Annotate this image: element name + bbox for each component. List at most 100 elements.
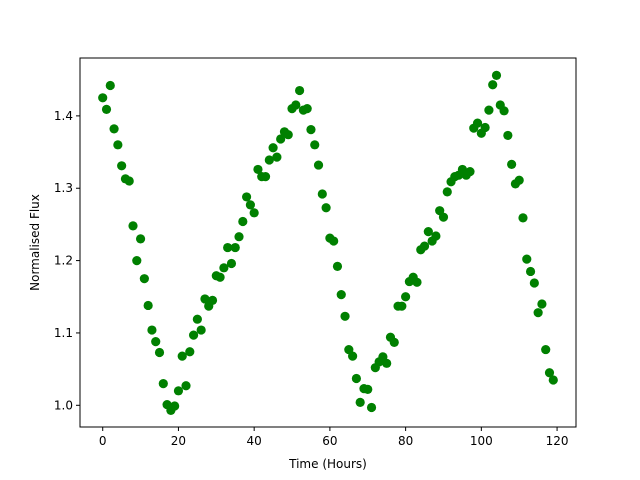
data-point bbox=[173, 386, 184, 396]
y-axis-label: Normalised Flux bbox=[28, 194, 42, 291]
data-point bbox=[310, 140, 320, 150]
data-point bbox=[340, 311, 350, 321]
data-point bbox=[101, 104, 112, 114]
y-tick-label: 1.1 bbox=[54, 326, 73, 340]
y-tick-label: 1.4 bbox=[54, 109, 73, 123]
data-point bbox=[147, 325, 157, 335]
data-point bbox=[321, 203, 331, 213]
data-point bbox=[185, 347, 195, 357]
data-point bbox=[276, 134, 286, 144]
data-point bbox=[507, 159, 517, 169]
data-point bbox=[488, 80, 498, 90]
x-tick-label: 20 bbox=[171, 434, 186, 448]
data-point bbox=[329, 236, 339, 246]
data-point bbox=[484, 105, 494, 115]
data-point bbox=[306, 125, 316, 135]
data-point bbox=[336, 289, 346, 300]
data-point bbox=[260, 172, 271, 182]
data-point bbox=[382, 358, 392, 368]
data-point bbox=[291, 100, 301, 110]
data-point bbox=[238, 216, 248, 227]
data-point bbox=[313, 160, 324, 170]
x-tick-label: 100 bbox=[470, 434, 493, 448]
data-point bbox=[332, 261, 343, 271]
data-point bbox=[128, 221, 138, 231]
x-tick-label: 40 bbox=[247, 434, 262, 448]
data-point bbox=[518, 213, 528, 223]
data-point bbox=[499, 106, 509, 116]
data-point bbox=[249, 208, 259, 218]
y-tick-label: 1.2 bbox=[54, 254, 73, 268]
data-point bbox=[537, 299, 547, 309]
data-point bbox=[200, 294, 210, 304]
data-point bbox=[135, 234, 146, 244]
data-point bbox=[529, 278, 539, 288]
data-point bbox=[143, 300, 153, 311]
data-point bbox=[548, 375, 558, 385]
data-point bbox=[219, 263, 229, 273]
data-point bbox=[181, 381, 191, 391]
data-point bbox=[151, 337, 161, 347]
data-point bbox=[223, 242, 233, 253]
data-point bbox=[158, 378, 168, 389]
data-point bbox=[109, 124, 119, 134]
data-point bbox=[188, 330, 199, 340]
data-point bbox=[438, 212, 449, 222]
data-point bbox=[154, 347, 165, 358]
data-point bbox=[117, 161, 127, 171]
data-point bbox=[177, 351, 187, 361]
data-point bbox=[431, 231, 441, 241]
data-point bbox=[105, 80, 115, 91]
data-point bbox=[348, 351, 358, 361]
x-axis-label: Time (Hours) bbox=[288, 457, 367, 471]
data-point bbox=[264, 155, 274, 165]
data-point bbox=[170, 401, 180, 411]
data-point bbox=[113, 140, 123, 150]
data-point bbox=[533, 308, 543, 318]
data-point bbox=[268, 143, 278, 153]
x-tick-label: 120 bbox=[546, 434, 569, 448]
data-point bbox=[472, 118, 483, 128]
data-point bbox=[196, 325, 206, 335]
data-point bbox=[397, 301, 407, 311]
data-point bbox=[283, 130, 293, 140]
data-point bbox=[207, 295, 218, 305]
data-point bbox=[525, 266, 536, 277]
data-point bbox=[412, 277, 422, 287]
data-point bbox=[366, 402, 377, 413]
data-point bbox=[522, 254, 532, 264]
data-point bbox=[544, 368, 555, 378]
data-point bbox=[139, 274, 149, 284]
data-point bbox=[98, 93, 108, 103]
data-point bbox=[465, 166, 475, 177]
x-tick-label: 80 bbox=[398, 434, 413, 448]
data-point bbox=[234, 232, 244, 242]
data-point bbox=[230, 242, 240, 253]
data-point bbox=[215, 272, 225, 282]
data-point bbox=[302, 104, 312, 114]
data-point bbox=[363, 384, 373, 394]
data-point bbox=[272, 152, 282, 162]
x-tick-label: 60 bbox=[322, 434, 337, 448]
data-point bbox=[503, 130, 513, 141]
data-point bbox=[423, 227, 433, 237]
y-tick-label: 1.3 bbox=[54, 181, 73, 195]
data-points bbox=[98, 70, 558, 415]
data-point bbox=[295, 85, 305, 96]
data-point bbox=[419, 241, 430, 251]
data-point bbox=[355, 397, 365, 407]
data-point bbox=[192, 314, 202, 324]
data-point bbox=[132, 255, 142, 266]
data-point bbox=[124, 176, 134, 186]
data-point bbox=[491, 70, 502, 80]
data-point bbox=[351, 373, 361, 384]
data-point bbox=[541, 344, 551, 355]
y-axis-ticks: 1.0 1.1 1.2 1.3 1.4 bbox=[54, 109, 80, 412]
x-tick-label: 0 bbox=[99, 434, 107, 448]
data-point bbox=[401, 292, 411, 302]
data-point bbox=[480, 122, 490, 133]
plot-frame bbox=[79, 57, 577, 428]
data-point bbox=[253, 164, 263, 175]
data-point bbox=[442, 187, 452, 197]
